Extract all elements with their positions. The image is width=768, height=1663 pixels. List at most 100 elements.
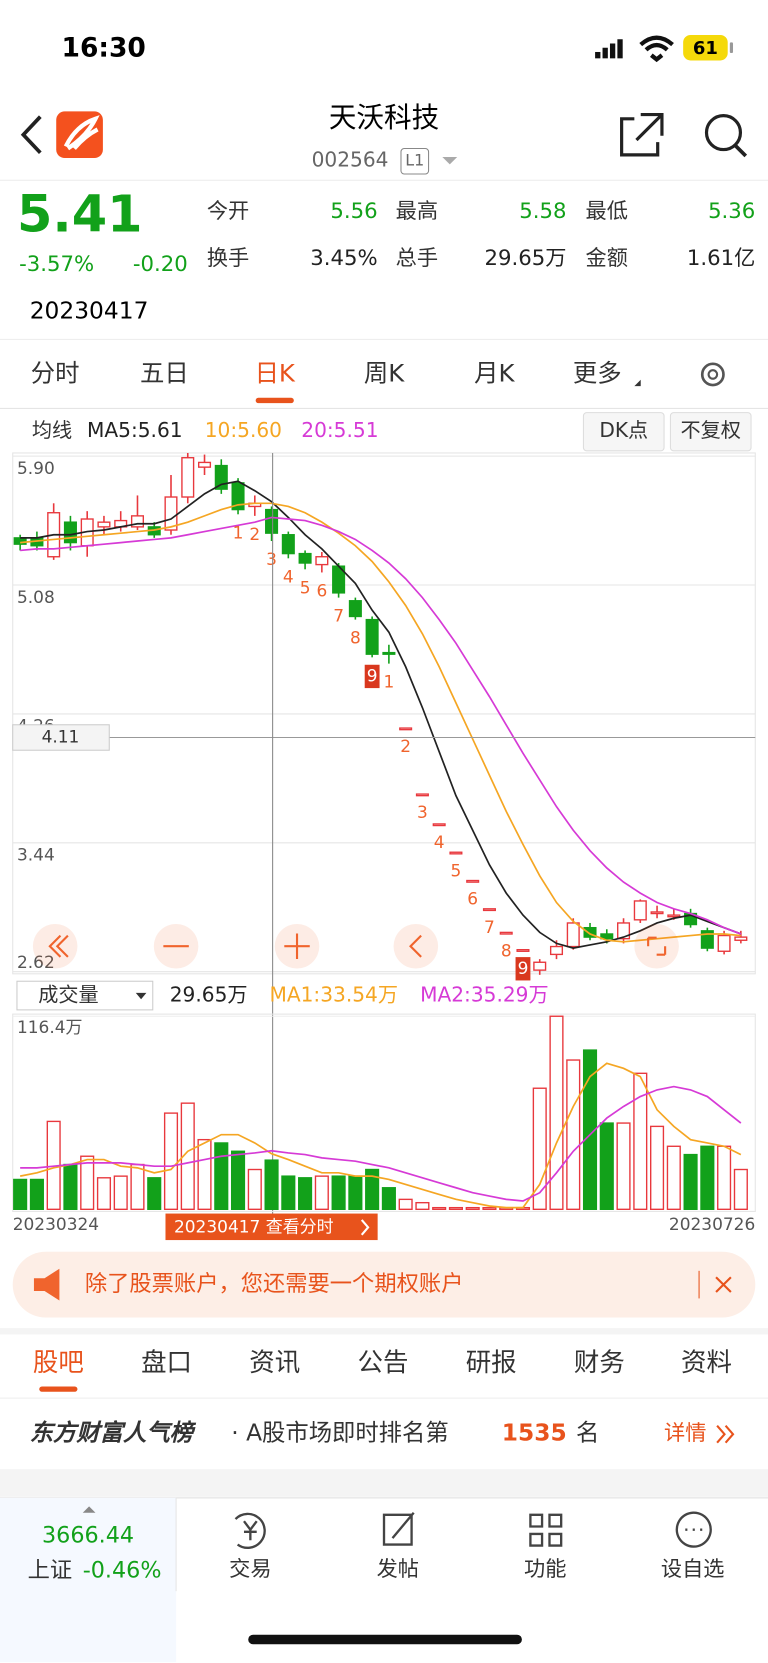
section-tab[interactable]: 财务: [574, 1348, 625, 1378]
volume-bar: [650, 1125, 665, 1211]
nav-button[interactable]: [393, 923, 439, 969]
period-tab[interactable]: 分时: [31, 358, 80, 387]
section-tab[interactable]: 资讯: [249, 1348, 300, 1378]
volume-bar: [29, 1178, 44, 1211]
stat-label: 最高: [396, 199, 438, 224]
footer-button[interactable]: 交易: [229, 1557, 271, 1582]
banner-close[interactable]: [715, 1276, 732, 1293]
rank-text: · A股市场即时排名第: [231, 1419, 448, 1447]
rank-title: 东方财富人气榜: [30, 1419, 197, 1447]
stat-label: 今开: [207, 199, 249, 224]
volume-bar: [733, 1168, 748, 1211]
tab-underline: [255, 397, 294, 404]
candle-body: [399, 727, 413, 731]
y-tick-label: 116.4万: [17, 1018, 83, 1038]
count-label: 5: [451, 861, 462, 881]
search-handle: [733, 144, 748, 158]
x-end-label: 20230726: [669, 1215, 755, 1235]
index-panel[interactable]: [0, 1497, 177, 1663]
count-label: 2: [249, 525, 260, 545]
indicator-select[interactable]: [16, 980, 154, 1011]
section-tab[interactable]: 股吧: [33, 1348, 84, 1378]
settings-core: [707, 369, 719, 380]
candle-body: [348, 600, 362, 618]
stat-value: 29.65万: [485, 246, 567, 271]
selected-date-box[interactable]: [165, 1213, 378, 1241]
change-amount: -0.20: [133, 252, 188, 277]
volume-bar: [331, 1175, 346, 1211]
promo-banner[interactable]: [12, 1251, 756, 1318]
footer-button[interactable]: 设自选: [661, 1557, 725, 1582]
count-label: 1: [233, 523, 244, 543]
count-label: 4: [283, 567, 294, 587]
moving-average-line: [20, 502, 741, 943]
volume-bar: [482, 1206, 497, 1211]
quote-date: 20230417: [30, 296, 149, 324]
period-tab[interactable]: 更多: [573, 358, 622, 387]
banner-text: 除了股票账户，您还需要一个期权账户: [85, 1271, 464, 1297]
nav-button[interactable]: [32, 923, 78, 969]
candle-body: [97, 521, 111, 528]
candle-body: [164, 496, 178, 531]
count-label: 7: [484, 918, 495, 938]
change-percent: -3.57%: [19, 252, 94, 277]
volume-bar: [264, 1159, 279, 1211]
home-indicator: [248, 1634, 522, 1645]
footer-button[interactable]: 功能: [524, 1557, 566, 1582]
volume-bar: [666, 1145, 681, 1211]
section-tab[interactable]: 公告: [358, 1348, 409, 1378]
candle-body: [617, 922, 631, 940]
volume-bar: [281, 1175, 296, 1211]
volume-bar: [633, 1072, 648, 1211]
volume-bar: [532, 1087, 547, 1211]
rank-number: 1535: [502, 1419, 567, 1447]
section-tab[interactable]: 盘口: [141, 1348, 192, 1378]
legend-entry: 20:5.51: [301, 418, 378, 442]
volume-bar: [582, 1049, 598, 1211]
back-button[interactable]: [20, 115, 42, 155]
section-tab[interactable]: 资料: [681, 1348, 732, 1378]
candle-body: [315, 556, 329, 566]
nav-button[interactable]: [634, 923, 679, 969]
period-tab[interactable]: 周K: [364, 358, 405, 387]
last-price: 5.41: [17, 185, 143, 244]
chart-button-label: DK点: [599, 418, 648, 442]
legend-entry: MA2:35.29万: [420, 983, 549, 1007]
candle-body: [600, 933, 614, 940]
settings-button[interactable]: [700, 362, 725, 387]
more-corner: [634, 379, 641, 387]
stat-value: 3.45%: [310, 246, 377, 271]
candle-body: [667, 914, 681, 918]
search-button[interactable]: [704, 114, 743, 152]
battery-cap: [729, 42, 734, 54]
footer-button[interactable]: 发帖: [377, 1557, 419, 1582]
market-label: L1: [405, 151, 424, 170]
index-up-arrow: [82, 1506, 96, 1513]
chart-button[interactable]: [582, 412, 665, 452]
volume-bar: [599, 1122, 614, 1211]
share-button[interactable]: [620, 112, 664, 157]
volume-bar: [130, 1163, 145, 1211]
period-tab[interactable]: 月K: [474, 358, 515, 387]
candle-body: [432, 823, 446, 827]
candle-body: [700, 930, 714, 949]
volume-bar: [566, 1059, 581, 1211]
period-tab[interactable]: 日K: [255, 358, 296, 387]
chart-button[interactable]: [669, 412, 752, 452]
selected-date: 20230417 查看分时: [174, 1217, 334, 1237]
indicator-arrow: [135, 992, 147, 1000]
footer-icon: [529, 1513, 563, 1547]
rank-more[interactable]: 详情: [664, 1421, 706, 1446]
candle-body: [298, 552, 312, 564]
volume-bar: [398, 1198, 413, 1211]
volume-bar: [365, 1168, 380, 1211]
selected-date-arrow: [360, 1219, 370, 1236]
section-tab[interactable]: 研报: [466, 1348, 517, 1378]
y-tick-label: 2.62: [17, 953, 55, 973]
dropdown-arrow[interactable]: [442, 156, 458, 165]
count-label: 9: [367, 666, 378, 686]
count-label: 9: [518, 959, 529, 979]
candle-body: [181, 457, 195, 498]
period-tab[interactable]: 五日: [140, 358, 189, 387]
